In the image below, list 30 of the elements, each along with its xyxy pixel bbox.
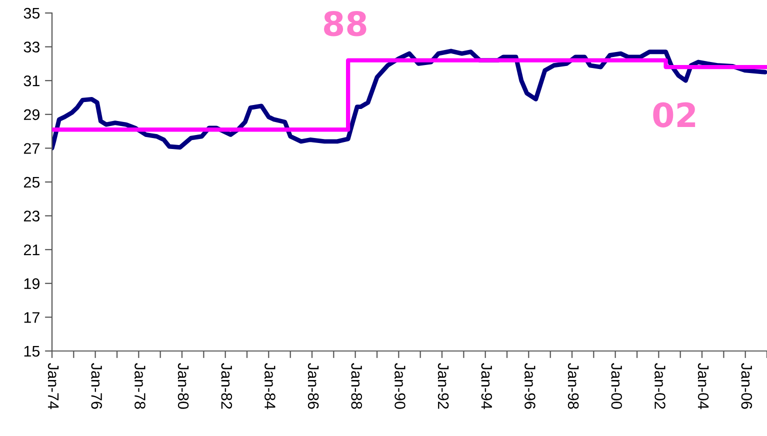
- annotation: 02: [653, 102, 696, 128]
- x-tick-label: Jan-84: [264, 363, 276, 410]
- y-tick-label: 17: [24, 312, 40, 323]
- y-tick-label: 23: [24, 210, 40, 222]
- x-tick-label: Jan-04: [698, 363, 709, 410]
- y-tick-label: 21: [24, 244, 40, 256]
- y-tick-label: 29: [24, 109, 40, 120]
- y-tick-label: 27: [24, 143, 40, 154]
- y-tick-label: 35: [24, 8, 40, 19]
- x-tick-label: Jan-06: [741, 363, 752, 409]
- x-tick-label: Jan-98: [568, 363, 579, 409]
- x-tick-label: Jan-88: [351, 363, 362, 409]
- y-tick-label: 25: [24, 176, 40, 188]
- annotation: 88: [324, 10, 366, 36]
- y-tick-label: 31: [24, 75, 40, 86]
- x-tick-label: Jan-80: [178, 363, 189, 409]
- x-tick-label: Jan-94: [481, 363, 492, 410]
- x-tick-label: Jan-82: [221, 363, 232, 409]
- y-tick-label: 15: [24, 346, 40, 357]
- x-tick-label: Jan-02: [654, 363, 666, 409]
- y-tick-label: 19: [24, 278, 40, 290]
- x-tick-label: Jan-74: [48, 363, 59, 410]
- x-tick-label: Jan-92: [438, 363, 449, 409]
- x-tick-label: Jan-90: [394, 363, 406, 409]
- y-tick-label: 33: [24, 42, 40, 52]
- x-tick-label: Jan-00: [611, 363, 622, 409]
- x-tick-label: Jan-96: [524, 363, 536, 409]
- x-tick-label: Jan-86: [308, 363, 319, 409]
- x-tick-label: Jan-76: [91, 363, 102, 409]
- x-tick-label: Jan-78: [134, 363, 146, 409]
